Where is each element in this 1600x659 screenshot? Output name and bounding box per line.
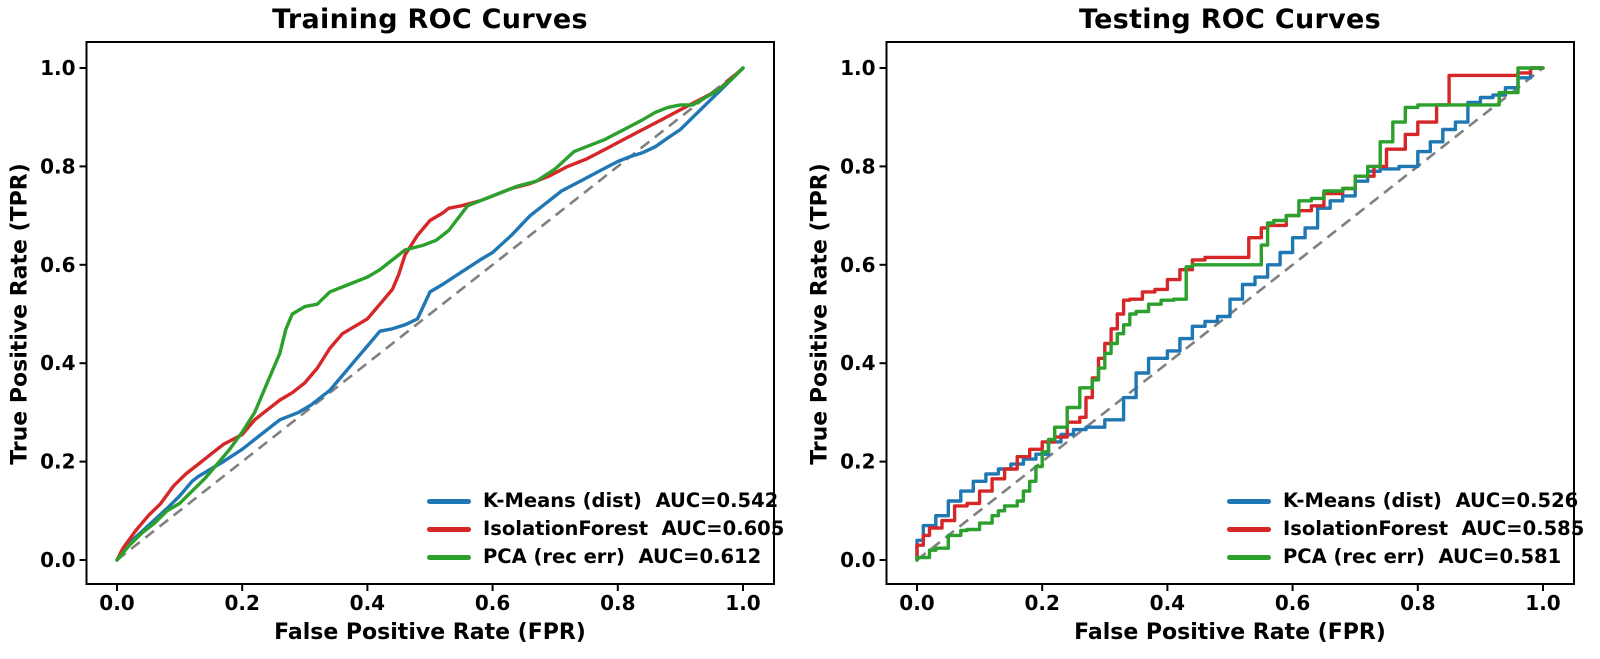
legend: K-Means (dist) AUC=0.542 IsolationForest… bbox=[427, 487, 784, 571]
x-tick-label: 0.4 bbox=[350, 591, 385, 615]
chance-diagonal-line bbox=[116, 66, 744, 562]
y-tick-label: 0.0 bbox=[840, 548, 875, 572]
legend-line-swatch bbox=[427, 526, 471, 532]
y-tick-label: 0.6 bbox=[840, 253, 875, 277]
x-axis-label: False Positive Rate (FPR) bbox=[1074, 620, 1386, 645]
chart-title: Testing ROC Curves bbox=[1078, 4, 1382, 35]
axes-frame bbox=[85, 41, 775, 585]
roc-curve-isolationforest bbox=[115, 66, 745, 562]
x-tick-label: 0.0 bbox=[99, 591, 134, 615]
y-tick-label: 1.0 bbox=[840, 56, 875, 80]
x-axis-label: False Positive Rate (FPR) bbox=[274, 620, 586, 645]
roc-plot-canvas: 0.0 0.2 0.4 0.6 0.8 1.0 0.0 0.2 0.4 0.6 0.8 1.0 bbox=[40, 41, 775, 615]
x-tick-label: 0.4 bbox=[1150, 591, 1185, 615]
x-tick-label: 1.0 bbox=[1525, 591, 1560, 615]
legend-item: PCA (rec err) AUC=0.581 bbox=[1227, 543, 1584, 571]
roc-plot-canvas: 0.0 0.2 0.4 0.6 0.8 1.0 0.0 0.2 0.4 0.6 0.8 1.0 bbox=[840, 41, 1575, 615]
roc-curve-pca bbox=[915, 66, 1545, 562]
legend-item-label: K-Means (dist) AUC=0.542 bbox=[483, 489, 779, 513]
y-tick-label: 0.4 bbox=[840, 351, 875, 375]
x-tick-label: 0.2 bbox=[224, 591, 259, 615]
training-roc-panel: Training ROC Curves True Positive Rate (… bbox=[8, 4, 785, 645]
x-tick-label: 0.0 bbox=[899, 591, 934, 615]
y-tick-label: 0.8 bbox=[40, 154, 75, 178]
legend-line-swatch bbox=[427, 498, 471, 504]
x-tick-label: 0.8 bbox=[600, 591, 635, 615]
legend-item: IsolationForest AUC=0.585 bbox=[1227, 515, 1584, 543]
y-tick-label: 0.6 bbox=[40, 253, 75, 277]
legend-item-label: IsolationForest AUC=0.605 bbox=[483, 517, 785, 541]
x-tick-label: 1.0 bbox=[725, 591, 760, 615]
legend-line-swatch bbox=[427, 554, 471, 560]
x-tick-label: 0.8 bbox=[1400, 591, 1435, 615]
legend-line-swatch bbox=[1227, 526, 1271, 532]
roc-curve-pca bbox=[115, 66, 745, 562]
legend-item: PCA (rec err) AUC=0.612 bbox=[427, 543, 784, 571]
legend-item-label: IsolationForest AUC=0.585 bbox=[1283, 517, 1585, 541]
legend-item: K-Means (dist) AUC=0.542 bbox=[427, 487, 784, 515]
axes-frame bbox=[885, 41, 1575, 585]
legend-item: K-Means (dist) AUC=0.526 bbox=[1227, 487, 1584, 515]
chart-title: Training ROC Curves bbox=[272, 4, 588, 35]
legend-item-label: K-Means (dist) AUC=0.526 bbox=[1283, 489, 1579, 513]
x-tick-label: 0.2 bbox=[1024, 591, 1059, 615]
legend: K-Means (dist) AUC=0.526 IsolationForest… bbox=[1227, 487, 1584, 571]
y-tick-label: 0.0 bbox=[40, 548, 75, 572]
legend-item-label: PCA (rec err) AUC=0.581 bbox=[1283, 545, 1562, 569]
y-tick-label: 0.4 bbox=[40, 351, 75, 375]
x-tick-label: 0.6 bbox=[475, 591, 510, 615]
testing-roc-panel: Testing ROC Curves True Positive Rate (T… bbox=[800, 0, 1600, 659]
legend-line-swatch bbox=[1227, 498, 1271, 504]
y-tick-label: 0.2 bbox=[840, 450, 875, 474]
legend-line-swatch bbox=[1227, 554, 1271, 560]
y-tick-label: 0.2 bbox=[40, 450, 75, 474]
y-tick-label: 0.8 bbox=[840, 154, 875, 178]
legend-item-label: PCA (rec err) AUC=0.612 bbox=[483, 545, 762, 569]
x-tick-label: 0.6 bbox=[1275, 591, 1310, 615]
y-tick-label: 1.0 bbox=[40, 56, 75, 80]
legend-item: IsolationForest AUC=0.605 bbox=[427, 515, 784, 543]
